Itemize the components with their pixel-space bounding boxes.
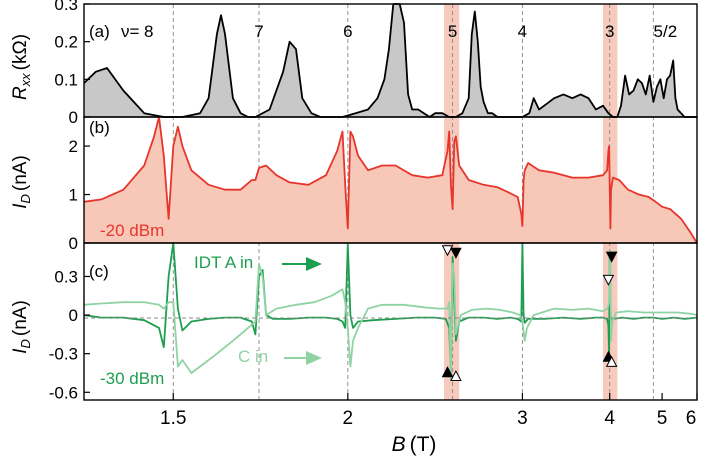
panel-c-ylabel-unit: (nA) (10, 300, 31, 336)
x-axis-label-unit: (T) (410, 433, 437, 456)
panel-a-ytick-label-0: 0 (69, 108, 78, 127)
x-tick-label-1: 2 (343, 408, 354, 429)
panel-c-ylabel-main: I (10, 348, 31, 354)
idt-a-arrow (282, 257, 322, 271)
marker-filled-down-0 (450, 247, 462, 259)
panel-c-current: 0.3 0 -0.3 -0.6 (c) -30 dBm IDT A in C in I… (10, 242, 698, 402)
panel-b-label: (b) (89, 118, 110, 137)
x-tick-label-4: 5 (657, 408, 668, 429)
x-tick-label-2: 3 (517, 408, 528, 429)
panel-a-ylabel: Rxx (kΩ) (10, 34, 33, 100)
x-tick-label-5: 6 (686, 408, 697, 429)
panel-b-ylabel-unit: (nA) (10, 155, 31, 191)
marker-filled-up-0 (441, 366, 454, 378)
panel-b-series-0-fill (84, 117, 697, 243)
direction-markers (441, 245, 618, 382)
filling-label-5: 3 (605, 22, 614, 41)
marker-open-down-0 (441, 245, 454, 257)
panel-c-ylabel: ID (nA) (10, 300, 33, 354)
panel-a-rxx: 0 0.1 0.2 0.3 (a) ν= 8 7 6 5 4 3 5/2 Rxx (kΩ) (10, 0, 697, 127)
panel-a-label: (a) (89, 22, 110, 41)
filling-label-1: 7 (254, 22, 263, 41)
x-axis-label: B (T) (392, 433, 437, 456)
panel-a-ytick-label-3: 0.3 (54, 0, 78, 14)
panel-a-ytick-label-2: 0.2 (54, 33, 78, 52)
panel-a-ylabel-sub: xx (18, 73, 33, 88)
filling-label-6: 5/2 (654, 22, 678, 41)
panel-c-ytick-label-0: 0.3 (54, 267, 78, 286)
marker-open-down-1 (602, 274, 615, 286)
marker-filled-down-1 (605, 251, 618, 263)
filling-label-4: 4 (518, 22, 527, 41)
panel-c-label: (c) (89, 262, 109, 281)
panel-b-ylabel-main: I (10, 203, 31, 209)
axes-frames (83, 3, 698, 401)
panel-frame-2 (83, 242, 698, 401)
panel-b-power: -20 dBm (100, 221, 164, 240)
panel-a-ytick-label-1: 0.1 (54, 70, 78, 89)
panel-b-ytick-label-0: 0 (69, 234, 78, 253)
x-tick-label-3: 4 (604, 408, 615, 429)
panel-b-ylabel: ID (nA) (10, 155, 33, 209)
panel-c-ytick-label-2: -0.3 (49, 345, 78, 364)
filling-label-0: 8 (144, 22, 153, 41)
panel-a-ylabel-unit: (kΩ) (10, 34, 31, 70)
filling-label-3: 5 (448, 22, 457, 41)
panel-b-ylabel-sub: D (18, 194, 33, 203)
panel-b-ytick-label-2: 2 (69, 137, 78, 156)
panel-b-current: 0 1 2 (b) -20 dBm ID (nA) (10, 116, 698, 253)
x-axis-label-var: B (392, 433, 406, 456)
c-in-label: C in (238, 347, 268, 366)
x-tick-label-0: 1.5 (160, 408, 186, 429)
panel-b-ytick-label-1: 1 (69, 186, 78, 205)
panel-c-series-1-line (83, 249, 698, 381)
x-axis: 1.5 2 3 4 5 6 (160, 393, 698, 429)
idt-a-in-label: IDT A in (194, 253, 253, 272)
filling-prefix: ν= (121, 22, 140, 41)
marker-open-up-0 (450, 369, 462, 382)
marker-open-up-1 (605, 355, 618, 367)
panel-a-ylabel-main: R (10, 86, 31, 100)
panel-a-series-0-fill (84, 4, 697, 117)
panel-c-ytick-label-1: 0 (69, 306, 78, 325)
filling-label-2: 6 (343, 22, 352, 41)
panel-c-power: -30 dBm (100, 369, 164, 388)
panel-c-ytick-label-3: -0.6 (49, 383, 78, 402)
panel-c-ylabel-sub: D (18, 339, 33, 348)
panel-b-series-0-line (83, 116, 698, 244)
c-in-arrow (284, 351, 322, 365)
